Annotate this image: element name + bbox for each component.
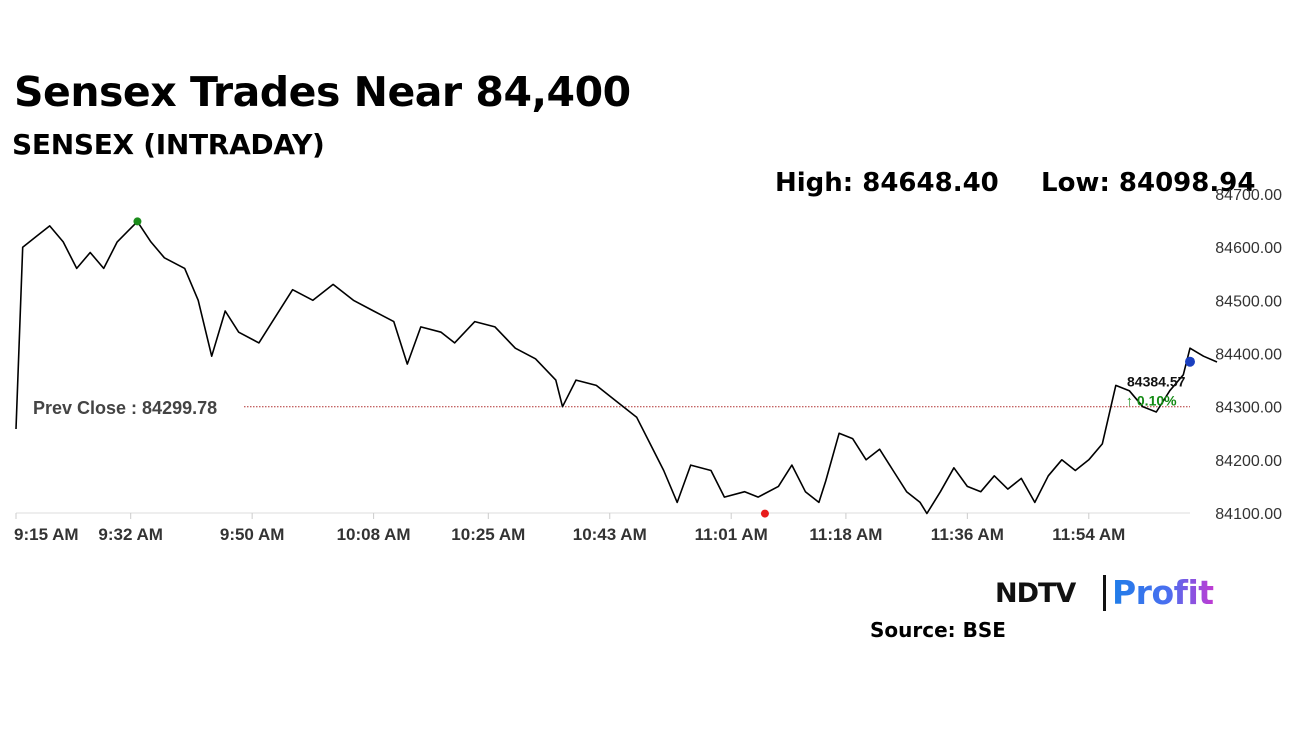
- day-high-marker: [133, 217, 142, 226]
- x-tick-label: 9:50 AM: [220, 525, 285, 544]
- logo-ndtv-text: NDTV: [995, 578, 1076, 609]
- x-tick-label: 11:01 AM: [695, 525, 768, 544]
- prev-close-label: Prev Close : 84299.78: [33, 398, 217, 418]
- logo-profit-text: Profit: [1112, 573, 1214, 612]
- y-axis: 84700.00 84600.00 84500.00 84400.00 84300.00…: [1215, 187, 1282, 523]
- y-tick-label: 84300.00: [1215, 400, 1282, 417]
- x-tick-label: 10:43 AM: [573, 525, 647, 544]
- change-percent-label: ↑ 0.10%: [1126, 393, 1177, 409]
- last-price-marker: [1185, 356, 1195, 367]
- y-tick-label: 84500.00: [1215, 293, 1282, 310]
- day-high-label: High: 84648.40: [775, 168, 999, 198]
- x-tick-label: 11:36 AM: [931, 525, 1004, 544]
- day-low-marker: [760, 509, 769, 518]
- source-credit: Source: BSE: [870, 618, 1006, 642]
- headline: Sensex Trades Near 84,400: [14, 68, 631, 116]
- y-tick-label: 84200.00: [1215, 453, 1282, 470]
- chart-markers: 84384.57 ↑ 0.10%: [133, 217, 1195, 518]
- sensex-price-line: [15, 220, 1218, 515]
- x-tick-label: 9:32 AM: [98, 525, 163, 544]
- y-tick-label: 84700.00: [1215, 187, 1282, 204]
- y-tick-label: 84100.00: [1215, 506, 1282, 523]
- logo-divider: [1103, 575, 1106, 611]
- day-low-label: Low: 84098.94: [1041, 168, 1256, 198]
- x-axis: 9:15 AM 9:32 AM 9:50 AM 10:08 AM 10:25 AM 10:…: [14, 513, 1125, 544]
- x-tick-label: 10:08 AM: [337, 525, 411, 544]
- x-tick-label: 11:54 AM: [1052, 525, 1125, 544]
- y-tick-label: 84600.00: [1215, 240, 1282, 257]
- last-price-label: 84384.57: [1127, 374, 1186, 390]
- x-tick-label: 9:15 AM: [14, 525, 79, 544]
- x-tick-label: 11:18 AM: [809, 525, 882, 544]
- x-tick-label: 10:25 AM: [451, 525, 525, 544]
- y-tick-label: 84400.00: [1215, 347, 1282, 364]
- chart-subtitle: SENSEX (INTRADAY): [12, 128, 325, 161]
